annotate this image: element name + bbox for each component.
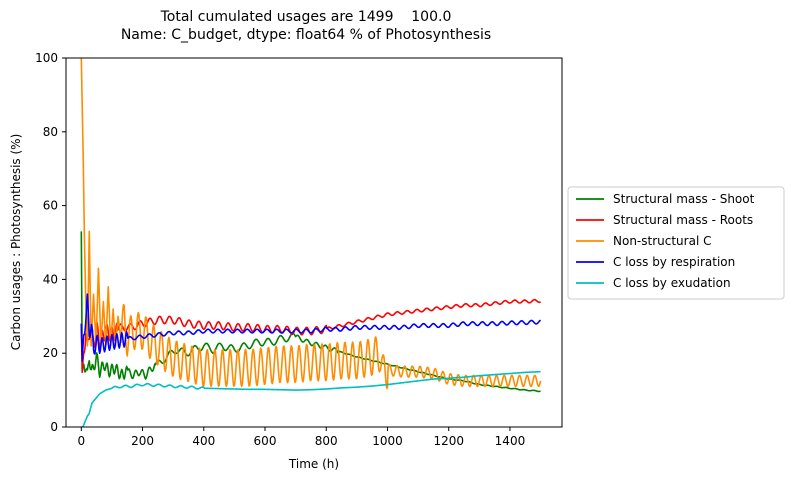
y-tick-label: 20	[43, 346, 58, 360]
chart-subtitle: Name: C_budget, dtype: float64 % of Phot…	[121, 27, 491, 43]
legend: Structural mass - Shoot Structural mass -…	[567, 186, 785, 300]
x-axis: 0 200 400 600 800 1000 1200 1400	[77, 427, 525, 448]
x-tick-label: 1400	[495, 434, 526, 448]
y-axis: 0 20 40 60 80 100	[35, 51, 66, 434]
series-line-2	[80, 58, 542, 390]
x-tick-label: 800	[315, 434, 338, 448]
legend-box	[567, 186, 785, 300]
x-tick-label: 0	[77, 434, 85, 448]
x-axis-label: Time (h)	[288, 457, 339, 471]
y-tick-label: 40	[43, 272, 58, 286]
y-tick-label: 0	[50, 420, 58, 434]
y-tick-label: 80	[43, 125, 58, 139]
x-tick-label: 200	[131, 434, 154, 448]
x-tick-label: 600	[254, 434, 277, 448]
x-tick-label: 1000	[372, 434, 403, 448]
legend-label: C loss by exudation	[613, 276, 731, 290]
chart-title: Total cumulated usages are 1499 100.0	[160, 9, 452, 25]
legend-label: C loss by respiration	[613, 255, 735, 269]
series-line-1	[80, 298, 541, 374]
y-tick-label: 60	[43, 199, 58, 213]
y-tick-label: 100	[35, 51, 58, 65]
legend-label: Structural mass - Shoot	[613, 192, 755, 206]
plot-frame	[65, 57, 563, 428]
legend-label: Non-structural C	[613, 234, 711, 248]
y-axis-label: Carbon usages : Photosynthesis (%)	[9, 134, 23, 350]
series-line-4	[81, 370, 541, 427]
series-line-3	[80, 293, 542, 362]
series-group	[80, 58, 542, 427]
x-tick-label: 400	[192, 434, 215, 448]
x-tick-label: 1200	[433, 434, 464, 448]
legend-label: Structural mass - Roots	[613, 213, 753, 227]
